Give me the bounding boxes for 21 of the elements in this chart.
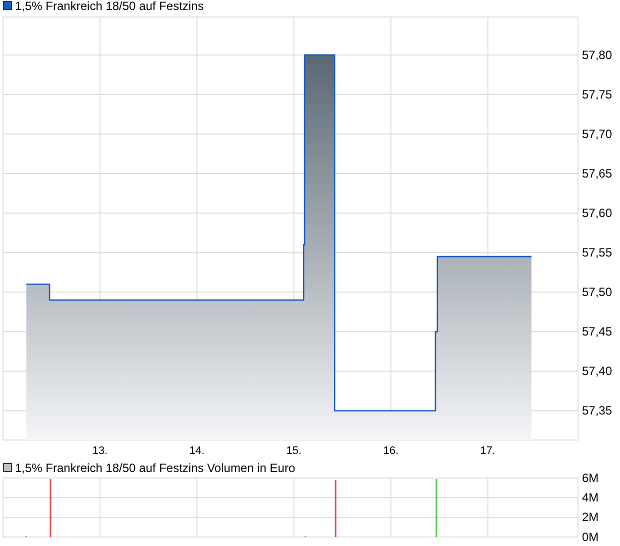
y-tick-label: 2M <box>582 510 599 524</box>
y-tick-label: 4M <box>582 490 599 505</box>
y-tick-label: 57,55 <box>582 245 612 260</box>
y-tick-label: 57,70 <box>582 126 612 141</box>
x-tick-label: 13. <box>92 444 108 457</box>
y-tick-label: 57,40 <box>582 364 612 378</box>
y-tick-label: 57,45 <box>582 324 612 339</box>
x-tick-label: 16. <box>383 444 399 457</box>
y-tick-label: 57,50 <box>582 284 612 299</box>
y-tick-label: 57,60 <box>582 206 612 220</box>
text: 1,5% Frankreich 18/50 auf Festzins Volumen in Euro <box>15 461 296 475</box>
y-tick-label: 0M <box>582 530 599 544</box>
x-tick-label: 17. <box>480 444 496 457</box>
y-tick-label: 57,80 <box>582 48 612 62</box>
x-tick-label: 15. <box>286 444 302 457</box>
y-tick-label: 57,65 <box>582 166 612 180</box>
y-tick-label: 57,75 <box>582 87 612 102</box>
legend-label: 1,5% Frankreich 18/50 auf Festzins <box>15 0 204 13</box>
y-tick-label: 57,35 <box>582 404 612 418</box>
y-tick-label: 6M <box>582 470 599 485</box>
x-tick-label: 14. <box>189 444 205 457</box>
